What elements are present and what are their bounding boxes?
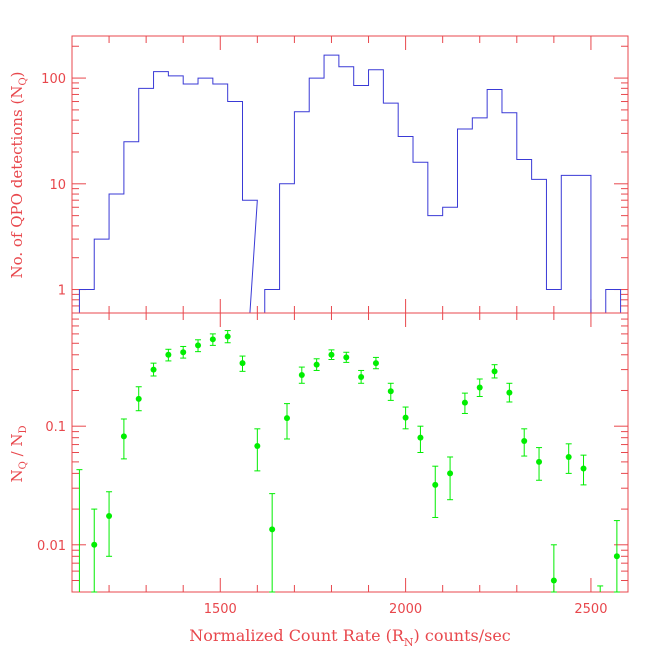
point-marker: [343, 354, 350, 361]
point-marker: [491, 368, 498, 375]
data-point: [387, 382, 394, 401]
point-marker: [358, 373, 365, 380]
bottom-panel-ticks: [72, 312, 628, 593]
data-point: [461, 392, 468, 414]
point-marker: [550, 577, 557, 584]
data-point: [239, 355, 246, 372]
data-point: [447, 456, 454, 501]
point-marker: [150, 366, 157, 373]
histogram-outline: [78, 54, 622, 314]
data-point: [343, 351, 350, 363]
x-tick-label: 1500: [204, 602, 237, 617]
error-bar-only: [597, 585, 604, 592]
point-marker: [283, 415, 290, 422]
point-marker: [402, 414, 409, 421]
point-marker: [580, 465, 587, 472]
data-point: [372, 356, 379, 370]
data-point: [417, 425, 424, 453]
y-tick-label: 10: [49, 178, 66, 193]
point-marker: [506, 389, 513, 396]
point-marker: [106, 512, 113, 519]
x-axis-label: Normalized Count Rate (RN) counts/sec: [189, 626, 511, 649]
data-point: [91, 508, 98, 593]
data-point: [165, 348, 172, 362]
data-point: [402, 406, 409, 430]
y-tick-label: 0.1: [45, 420, 66, 435]
top-panel: 1 10 100: [41, 35, 629, 314]
point-marker: [613, 553, 620, 560]
data-point: [269, 493, 276, 593]
bottom-panel: 0.01 0.1 1500 2000 2500: [37, 312, 629, 617]
x-tick-label: 2500: [574, 602, 607, 617]
point-marker: [447, 470, 454, 477]
point-marker: [298, 372, 305, 379]
top-panel-tick-labels: 1 10 100: [41, 72, 66, 298]
point-marker: [224, 333, 231, 340]
point-marker: [91, 541, 98, 548]
y-tick-label: 0.01: [37, 539, 66, 554]
point-marker: [476, 384, 483, 391]
data-point: [298, 366, 305, 384]
top-panel-ticks: [72, 36, 628, 314]
point-marker: [120, 433, 127, 440]
data-point: [313, 358, 320, 371]
data-point: [358, 369, 365, 384]
data-point: [106, 491, 113, 557]
data-point: [254, 428, 261, 472]
point-marker: [313, 361, 320, 368]
point-marker: [135, 395, 142, 402]
data-point: [195, 339, 202, 353]
point-marker: [195, 342, 202, 349]
x-axis-label-subscript: N: [404, 636, 414, 649]
scatter-series: [76, 330, 620, 593]
y-tick-label: 1: [58, 284, 66, 299]
point-marker: [209, 336, 216, 343]
point-marker: [269, 526, 276, 533]
data-point: [150, 362, 157, 377]
x-tick-label: 2000: [389, 602, 422, 617]
point-marker: [165, 351, 172, 358]
point-marker: [461, 399, 468, 406]
point-marker: [372, 360, 379, 367]
data-point: [506, 382, 513, 403]
point-marker: [536, 458, 543, 465]
point-marker: [180, 349, 187, 356]
point-marker: [239, 360, 246, 367]
data-point: [550, 544, 557, 593]
data-point: [180, 345, 187, 359]
point-marker: [417, 434, 424, 441]
data-point: [613, 520, 620, 593]
point-marker: [432, 481, 439, 488]
point-marker: [387, 388, 394, 395]
data-point: [328, 349, 335, 360]
data-point: [521, 428, 528, 457]
data-point: [120, 418, 127, 460]
top-y-axis-label-subscript: Q: [18, 77, 29, 85]
data-point: [536, 447, 543, 481]
data-point: [209, 333, 216, 346]
data-point: [432, 465, 439, 518]
top-y-axis-label: No. of QPO detections (NQ): [8, 71, 29, 278]
point-marker: [521, 438, 528, 445]
error-bar-only: [76, 469, 83, 592]
data-point: [565, 443, 572, 474]
bottom-panel-frame: [71, 312, 629, 593]
data-point: [283, 403, 290, 440]
data-point: [580, 454, 587, 486]
point-marker: [254, 443, 261, 450]
point-marker: [328, 351, 335, 358]
bottom-y-axis-label: NQ / ND: [8, 425, 29, 482]
data-point: [224, 330, 231, 344]
point-marker: [565, 453, 572, 460]
y-tick-label: 100: [41, 72, 66, 87]
data-point: [491, 364, 498, 379]
top-panel-frame: [71, 35, 629, 314]
bottom-panel-tick-labels: 0.01 0.1 1500 2000 2500: [37, 420, 607, 617]
data-point: [476, 378, 483, 397]
data-point: [135, 386, 142, 412]
